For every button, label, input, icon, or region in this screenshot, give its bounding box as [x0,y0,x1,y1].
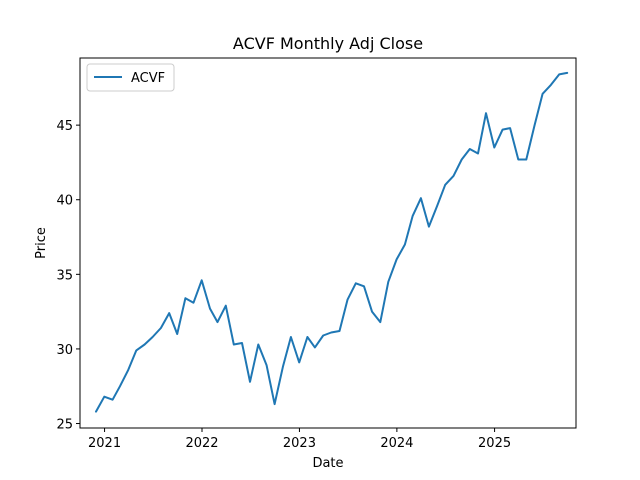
legend-box [86,63,175,92]
y-tick-label: 35 [56,268,73,283]
plot-area [95,71,569,413]
x-tick-label: 2023 [283,436,316,451]
legend-label: ACVF [131,71,165,86]
y-axis-label: Price [34,227,49,259]
x-axis-label: Date [312,456,343,471]
x-tick-label: 2025 [478,436,511,451]
y-tick-label: 30 [56,343,73,358]
x-tick-label: 2024 [380,436,413,451]
legend: ACVF [86,63,175,92]
chart-title: ACVF Monthly Adj Close [233,34,423,53]
x-axis: 2021 2022 2023 2024 2025 [88,428,511,451]
x-tick-label: 2021 [88,436,121,451]
y-tick-label: 40 [56,194,73,209]
y-tick-label: 25 [56,418,73,433]
axes-frame [79,57,577,429]
y-tick-label: 45 [56,119,73,134]
y-axis: 25 30 35 40 45 [56,119,80,433]
x-tick-label: 2022 [185,436,218,451]
